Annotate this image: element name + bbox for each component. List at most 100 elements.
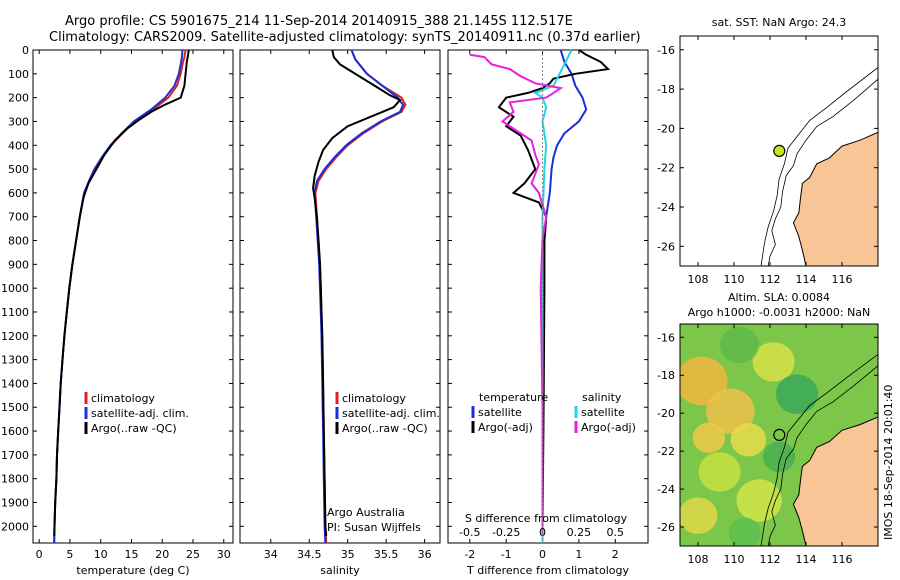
- difference-profile-panel: -2 -1 0 1 2 T difference from climatology -0.5…: [447, 49, 649, 577]
- legend-climatology-label: climatology: [342, 392, 406, 405]
- sst-map-title: sat. SST: NaN Argo: 24.3: [712, 16, 846, 29]
- y-tick-label: 200: [8, 92, 29, 105]
- sla-anomaly-patch: [698, 452, 741, 492]
- x-tick-label: 0: [539, 548, 546, 561]
- map-y-tick-label: -18: [657, 83, 675, 96]
- sla-map-content: [680, 324, 878, 546]
- y-tick-label: 0: [22, 44, 29, 57]
- map-y-tick-label: -26: [657, 521, 675, 534]
- x-tick-label: 34: [264, 548, 278, 561]
- imos-date-label: IMOS 18-Sep-2014 20:01:40: [882, 385, 895, 540]
- legend-s-satellite-label: satellite: [581, 406, 625, 419]
- land-australia: [792, 131, 878, 266]
- y-tick-label: 1300: [1, 354, 29, 367]
- y-tick-label: 400: [8, 139, 29, 152]
- legend-t-argo-label: Argo(-adj): [478, 421, 533, 434]
- map-y-tick-label: -22: [657, 162, 675, 175]
- x-tick-label: 15: [124, 548, 138, 561]
- x-tick-label: 25: [186, 548, 200, 561]
- map-x-tick-label: 112: [760, 553, 781, 566]
- map-y-tick-label: -26: [657, 240, 675, 253]
- x-tick-label: 1: [575, 548, 582, 561]
- header-line-2: Climatology: CARS2009. Satellite-adjuste…: [49, 30, 641, 45]
- map-x-tick-label: 116: [832, 553, 853, 566]
- map-x-tick-label: 112: [760, 273, 781, 286]
- map-x-tick-label: 116: [832, 273, 853, 286]
- isobath-line: [767, 78, 878, 266]
- salinity-profile-panel: 34 34.5 35 35.5 36 salinity climatology satelli…: [239, 49, 441, 577]
- legend-argo-raw-label: Argo(..raw -QC): [91, 422, 177, 435]
- y-tick-label: 1000: [1, 282, 29, 295]
- legend-s-argo-label: Argo(-adj): [581, 421, 636, 434]
- legend-salinity-head: salinity: [582, 391, 622, 404]
- series-line-argo-raw-qc-: [53, 49, 190, 536]
- sla-map-title-1: Altim. SLA: 0.0084: [728, 291, 830, 304]
- sla-anomaly-patch: [680, 497, 718, 534]
- map-y-tick-label: -20: [657, 407, 675, 420]
- x-tick-label: 2: [612, 548, 619, 561]
- sla-anomaly-patch: [728, 517, 761, 546]
- sla-anomaly-patch: [706, 388, 755, 435]
- credit-org: Argo Australia: [327, 506, 405, 519]
- y-tick-label: 1900: [1, 497, 29, 510]
- map-y-tick-label: -24: [657, 201, 675, 214]
- map-x-tick-label: 114: [796, 273, 817, 286]
- y-tick-label: 300: [8, 115, 29, 128]
- map-y-tick-label: -24: [657, 483, 675, 496]
- series-line-argo-raw-qc-: [312, 49, 402, 536]
- sst-map-frame: [679, 35, 879, 267]
- x-tick-label: 34.5: [297, 548, 322, 561]
- isobath-line: [760, 67, 878, 266]
- sst-map-panel: 108 110 112 114 116 -16 -18 -20 -22 -24 -26: [657, 35, 879, 286]
- map-y-tick-label: -16: [657, 331, 675, 344]
- legend-satellite-adj-label: satellite-adj. clim.: [342, 407, 440, 420]
- map-x-tick-label: 108: [688, 553, 709, 566]
- legend-temperature-head: temperature: [479, 391, 548, 404]
- x-tick-label: 20: [155, 548, 169, 561]
- x-tick-label: -1: [501, 548, 512, 561]
- y-tick-label: 2000: [1, 520, 29, 533]
- sla-anomaly-patch: [692, 422, 725, 454]
- map-y-tick-label: -18: [657, 369, 675, 382]
- isobath-line: [767, 365, 878, 546]
- y-tick-label: 1700: [1, 449, 29, 462]
- s-diff-tick-label: 0.25: [567, 526, 592, 539]
- map-x-tick-label: 108: [688, 273, 709, 286]
- map-x-tick-label: 114: [796, 553, 817, 566]
- sla-map-frame: [679, 323, 879, 547]
- s-diff-tick-label: 0: [539, 526, 546, 539]
- land-australia: [792, 416, 878, 546]
- s-diff-tick-label: -0.5: [459, 526, 480, 539]
- sla-map-title-2: Argo h1000: -0.0031 h2000: NaN: [688, 306, 871, 319]
- s-diff-axis-label: S difference from climatology: [465, 512, 628, 525]
- sla-anomaly-patch: [719, 326, 759, 364]
- y-tick-label: 1200: [1, 330, 29, 343]
- temperature-profile-xlabel: temperature (deg C): [76, 564, 189, 577]
- sla-anomaly-patch: [736, 479, 782, 522]
- y-tick-label: 1600: [1, 425, 29, 438]
- sla-map-panel: 108 110 112 114 116 -16 -18 -20 -22 -24 -26: [657, 323, 879, 566]
- x-tick-label: 30: [217, 548, 231, 561]
- x-tick-label: -2: [464, 548, 475, 561]
- y-tick-label: 700: [8, 211, 29, 224]
- argo-float-marker: [773, 428, 786, 442]
- y-tick-label: 500: [8, 163, 29, 176]
- salinity-profile-xlabel: salinity: [320, 564, 360, 577]
- x-tick-label: 36: [418, 548, 432, 561]
- series-line-salinity-satellite: [533, 49, 573, 543]
- y-tick-label: 100: [8, 68, 29, 81]
- sla-anomaly-patch: [730, 423, 767, 457]
- legend-satellite-adj-label: satellite-adj. clim.: [91, 407, 189, 420]
- x-tick-label: 35.5: [374, 548, 399, 561]
- legend-t-satellite-label: satellite: [478, 406, 522, 419]
- sla-anomaly-patch: [775, 374, 819, 414]
- sla-anomaly-patch: [762, 441, 796, 473]
- sla-anomaly-patch: [752, 342, 795, 382]
- y-tick-label: 1800: [1, 473, 29, 486]
- sst-map-content: [680, 36, 878, 266]
- y-tick-label: 900: [8, 258, 29, 271]
- difference-profile-xlabel: T difference from climatology: [466, 564, 629, 577]
- sla-anomaly-patch: [680, 356, 728, 406]
